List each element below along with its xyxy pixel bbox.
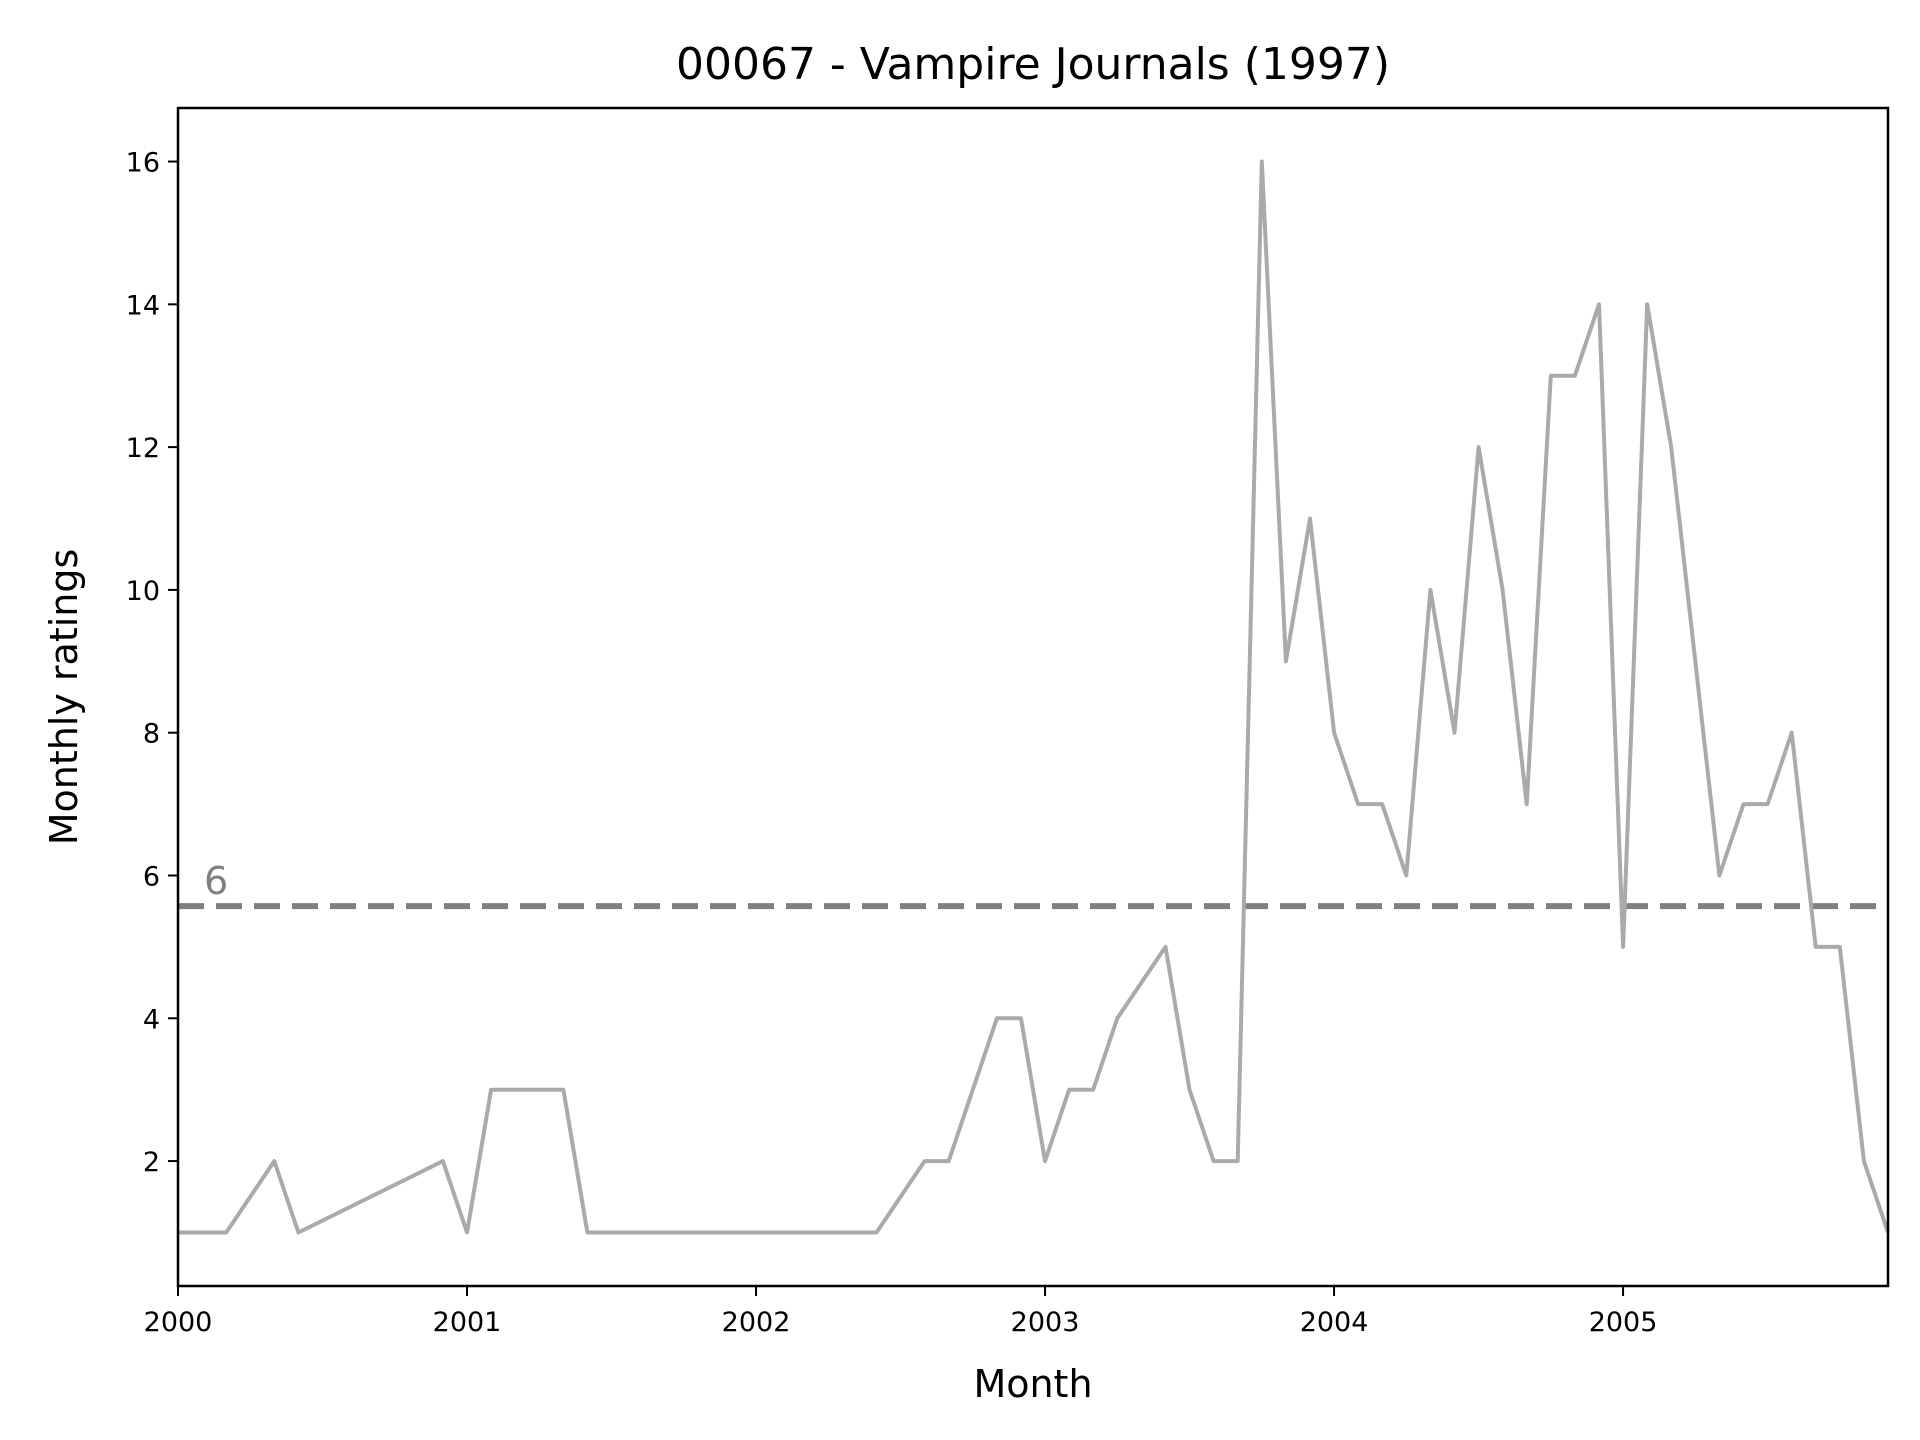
plot-frame xyxy=(176,106,1890,1288)
y-tick-label: 4 xyxy=(143,1004,160,1035)
x-tick-label: 2002 xyxy=(722,1307,791,1338)
y-tick-label: 16 xyxy=(126,148,160,179)
x-tick-label: 2003 xyxy=(1011,1307,1080,1338)
x-axis: 2000 2001 2002 2003 2004 2005 xyxy=(144,1286,1658,1338)
chart-title: 00067 - Vampire Journals (1997) xyxy=(676,39,1390,90)
reference-line-label: 6 xyxy=(204,859,228,903)
x-tick-label: 2001 xyxy=(433,1307,502,1338)
x-tick-label: 2005 xyxy=(1589,1307,1658,1338)
y-tick-label: 12 xyxy=(126,433,160,464)
y-tick-label: 8 xyxy=(143,719,160,750)
y-tick-label: 10 xyxy=(126,576,160,607)
y-tick-label: 6 xyxy=(143,861,160,892)
y-axis: 2 4 6 8 10 12 14 16 xyxy=(126,148,178,1178)
x-tick-label: 2000 xyxy=(144,1307,213,1338)
y-tick-label: 14 xyxy=(126,290,160,321)
plot-area: 6 xyxy=(178,159,1890,1235)
y-tick-label: 2 xyxy=(143,1147,160,1178)
series-line xyxy=(178,159,1890,1235)
y-axis-label: Monthly ratings xyxy=(42,549,86,846)
x-tick-label: 2004 xyxy=(1300,1307,1369,1338)
x-axis-label: Month xyxy=(973,1362,1092,1406)
